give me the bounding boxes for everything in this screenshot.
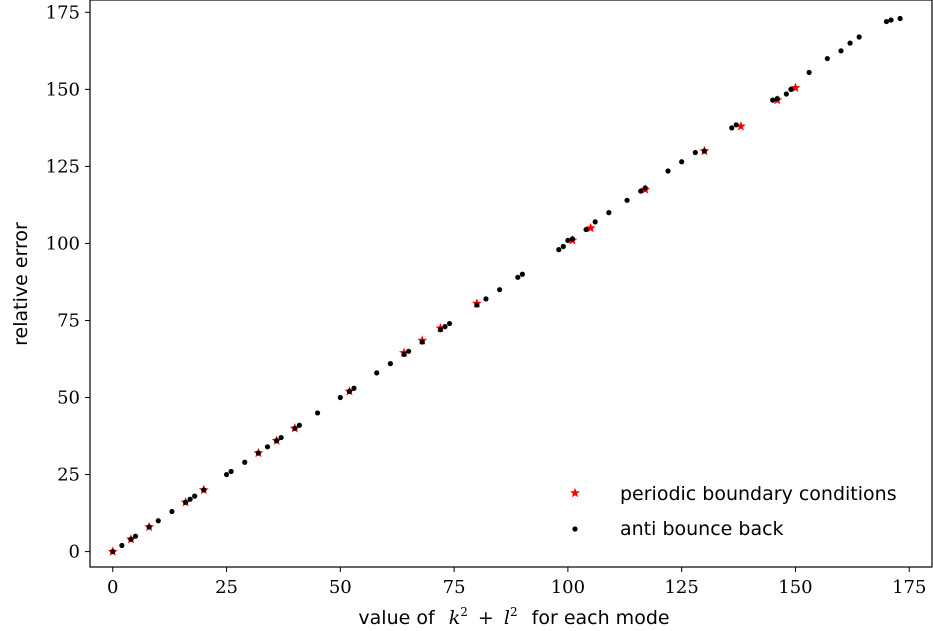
dot-point [638,188,644,194]
x-axis: 0 25 50 75 100 125 150 175 [107,567,926,598]
dot-point [733,122,739,128]
dot-point [519,271,525,277]
dot-point [583,226,589,233]
dot-point [806,69,812,76]
dot-point [729,125,735,131]
x-axis-label: value of k2 + l2 for each mode [358,599,669,629]
dot-point [897,15,903,22]
dot-point [774,96,780,102]
dot-point [419,339,425,345]
dot-point [592,219,598,225]
dot-point [856,34,862,40]
dot-point [110,548,116,555]
x-tick-label: 25 [215,577,238,598]
dot-point [565,237,571,243]
dot-point [187,496,193,502]
legend-marker-anti-bounce [572,526,578,532]
dot-point [474,302,480,308]
dot-point [255,450,261,456]
dot-point [146,524,152,530]
dot-point [788,86,794,92]
dot-point [556,247,562,253]
dot-point [606,210,612,216]
x-tick-label: 125 [664,577,698,598]
star-icon [570,487,580,498]
dot-point [201,487,207,493]
star-point [585,222,596,233]
dot-point [838,48,844,54]
dot-point [132,533,139,539]
y-tick-label: 150 [46,79,80,100]
y-axis: 0 25 50 75 100 125 150 175 [46,2,90,563]
dot-point [223,471,230,478]
x-tick-label: 100 [551,577,585,598]
dot-point [692,149,698,156]
x-tick-label: 50 [329,577,352,598]
dot-point [119,542,125,549]
dot-point [155,518,161,524]
dot-point [296,422,302,428]
dot-point [446,320,453,327]
dot-point [770,97,776,103]
dot-point [337,394,343,401]
dot-point [192,493,198,499]
dot-point [442,324,448,330]
dot-point [701,148,708,154]
x-tick-label: 0 [107,577,118,598]
dot-point [642,185,648,191]
y-tick-label: 0 [69,542,80,563]
dot-point [569,236,576,242]
dot-point [437,327,444,333]
legend: periodic boundary conditions anti bounce… [570,483,897,540]
dot-point [242,459,248,465]
dot-point [387,361,393,367]
dot-point [264,444,271,450]
dot-point [274,438,280,444]
dot-point [405,348,412,354]
dot-point [783,91,789,97]
dot-point [560,243,566,250]
dot-point [401,351,407,357]
y-tick-label: 25 [57,465,80,486]
dot-point [497,287,503,293]
dot-point [824,55,830,62]
x-tick-label: 75 [443,577,466,598]
dot-point [128,536,134,542]
legend-label-anti-bounce: anti bounce back [620,518,784,540]
dot-point [888,17,894,23]
dot-point [515,274,521,280]
dot-point [624,197,630,203]
dot-point [292,425,298,431]
data-points [107,15,903,556]
dot-point [883,18,890,25]
dot-point [847,40,853,46]
dot-point [679,159,685,165]
y-tick-label: 75 [57,310,80,331]
dot-point [483,296,489,302]
y-axis-label: relative error [10,222,32,346]
y-tick-label: 50 [57,388,80,409]
dot-point [314,410,321,416]
x-tick-label: 175 [892,577,926,598]
y-tick-label: 125 [46,156,80,177]
x-tick-label: 150 [778,577,812,598]
y-tick-label: 175 [46,2,80,23]
y-tick-label: 100 [46,233,80,254]
dot-point [665,168,671,174]
star-point [790,82,801,93]
dot-point [278,434,284,441]
dot-point [182,499,189,505]
legend-marker-periodic [570,487,580,498]
dot-point [169,508,175,515]
dot-point [351,385,357,391]
dot-point [228,468,234,475]
star-point [735,121,746,131]
plot-frame [89,0,933,568]
dot-point [346,388,353,394]
legend-label-periodic: periodic boundary conditions [620,483,897,505]
dot-point [374,370,380,376]
